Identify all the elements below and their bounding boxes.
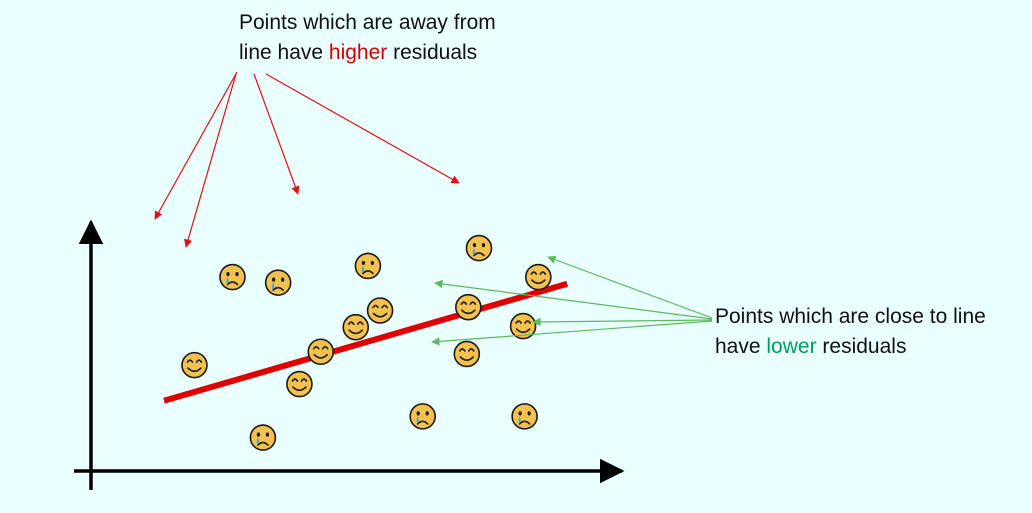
callout-arrow-green bbox=[547, 255, 713, 319]
sad-face-icon bbox=[354, 252, 382, 280]
smile-face-icon bbox=[342, 313, 370, 341]
lower-highlight: lower bbox=[766, 335, 817, 358]
high-residual-callout-arrows bbox=[154, 71, 460, 248]
sad-face-icon bbox=[409, 403, 436, 430]
sad-face-icon bbox=[511, 403, 538, 430]
smile-face-icon bbox=[455, 293, 482, 321]
smile-face-icon bbox=[181, 351, 208, 379]
note-text: residuals bbox=[816, 335, 907, 358]
callout-arrow-red bbox=[265, 73, 460, 184]
sad-face-icon bbox=[465, 234, 493, 262]
callout-arrow-red bbox=[184, 73, 237, 248]
callout-arrow-green bbox=[431, 320, 713, 346]
sad-face-icon bbox=[264, 269, 292, 296]
smile-face-icon bbox=[525, 263, 552, 291]
data-points bbox=[181, 234, 552, 451]
axes bbox=[74, 219, 625, 490]
low-residual-callout-arrows bbox=[431, 255, 713, 346]
high-residuals-note-line-1: Points which are away from bbox=[239, 11, 496, 34]
low-residuals-note: Points which are close to line have lowe… bbox=[715, 302, 986, 362]
note-text: line have bbox=[239, 41, 329, 64]
sad-face-icon bbox=[219, 263, 246, 291]
low-residuals-note-line-1: Points which are close to line bbox=[715, 305, 986, 328]
callout-arrow-red bbox=[253, 73, 300, 195]
smile-face-icon bbox=[366, 297, 394, 324]
note-text: residuals bbox=[387, 41, 478, 64]
sad-face-icon bbox=[249, 424, 277, 451]
smile-face-icon bbox=[509, 312, 537, 340]
higher-highlight: higher bbox=[328, 41, 388, 64]
callout-arrow-green bbox=[434, 279, 713, 320]
smile-face-icon bbox=[453, 340, 481, 368]
high-residuals-note: Points which are away from line have hig… bbox=[239, 8, 496, 68]
smile-face-icon bbox=[286, 370, 313, 398]
high-residuals-note-line-2: line have higher residuals bbox=[239, 38, 496, 68]
regression-fit-line bbox=[163, 280, 569, 404]
callout-arrow-red bbox=[154, 71, 238, 220]
low-residuals-note-line-2: have lower residuals bbox=[715, 332, 986, 362]
note-text: have bbox=[715, 335, 767, 358]
smile-face-icon bbox=[307, 338, 335, 366]
callout-arrow-green bbox=[532, 317, 713, 327]
